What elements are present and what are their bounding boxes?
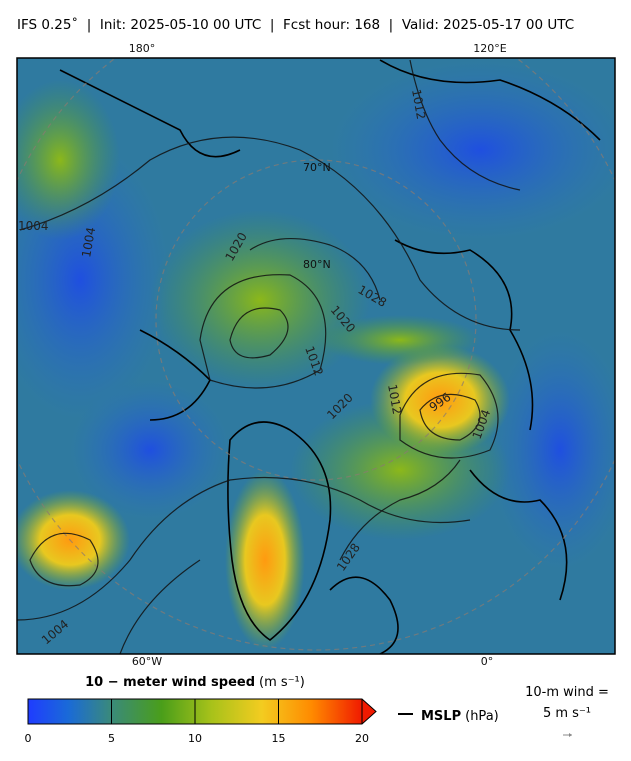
colorbar-title: 10 − meter wind speed (m s⁻¹) bbox=[85, 675, 305, 690]
colorbar-tick-label: 20 bbox=[355, 732, 369, 745]
lon-label: 120°E bbox=[473, 42, 506, 55]
lon-label: 180° bbox=[129, 42, 156, 55]
map-frame bbox=[16, 57, 616, 655]
lon-label: 0° bbox=[481, 655, 494, 668]
isobar-label: 1004 bbox=[18, 219, 49, 233]
mslp-legend: MSLP (hPa) bbox=[421, 709, 499, 724]
colorbar: 10 − meter wind speed (m s⁻¹) 0 5 10 15 20 bbox=[25, 675, 377, 745]
colorbar-tick-label: 15 bbox=[272, 732, 286, 745]
mslp-label: MSLP bbox=[421, 709, 461, 724]
lat-label: 70°N bbox=[303, 161, 331, 174]
lon-label: 60°W bbox=[132, 655, 162, 668]
mslp-unit: (hPa) bbox=[465, 709, 499, 724]
map bbox=[17, 58, 615, 654]
colorbar-tick-label: 10 bbox=[188, 732, 202, 745]
title: IFS 0.25˚ | Init: 2025-05-10 00 UTC | Fc… bbox=[17, 16, 574, 33]
lat-label: 80°N bbox=[303, 258, 331, 271]
colorbar-tick-label: 0 bbox=[25, 732, 32, 745]
colorbar-label: 10 − meter wind speed bbox=[85, 675, 255, 690]
colorbar-extend bbox=[362, 699, 376, 724]
isobar-label: 1012 bbox=[385, 383, 404, 416]
legend: MSLP (hPa) 10-m wind = 5 m s⁻¹ bbox=[398, 685, 609, 737]
isobar-label: 1012 bbox=[409, 88, 428, 121]
wind-legend-ref: 5 m s⁻¹ bbox=[543, 706, 591, 721]
colorbar-tick-label: 5 bbox=[108, 732, 115, 745]
colorbar-unit: (m s⁻¹) bbox=[259, 675, 305, 690]
isobar-label: 1004 bbox=[79, 226, 98, 259]
wind-legend-title: 10-m wind = bbox=[525, 685, 609, 700]
wind-ref-arrowhead bbox=[569, 733, 572, 737]
